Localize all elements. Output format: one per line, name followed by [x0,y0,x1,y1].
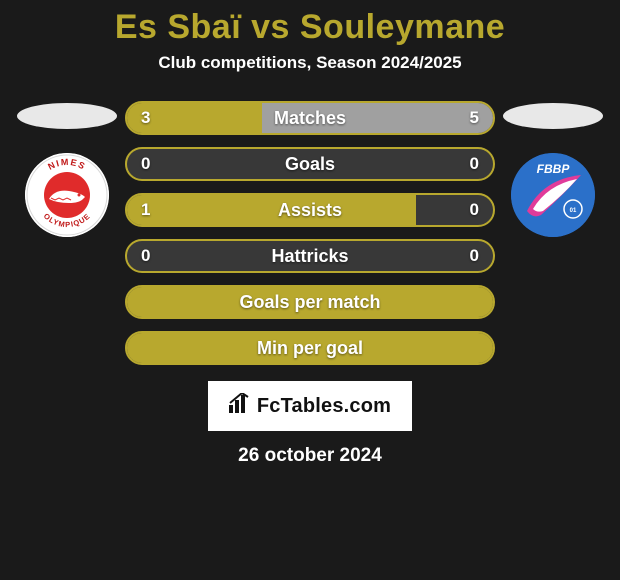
club-badge-right: FBBP 01 [511,153,595,237]
stat-label: Hattricks [127,241,493,271]
player-right-column: FBBP 01 [503,101,603,237]
page-subtitle: Club competitions, Season 2024/2025 [158,53,461,73]
page-title: Es Sbaï vs Souleymane [115,8,505,47]
stat-value-right: 0 [470,241,479,271]
bar-fill-left [127,103,266,133]
watermark: FcTables.com [208,381,412,431]
bar-fill-right [262,103,493,133]
club-badge-left: NIMES OLYMPIQUE [25,153,109,237]
stat-row: Min per goal [125,331,495,365]
avatar-left [17,103,117,129]
avatar-right [503,103,603,129]
stat-row: Goals per match [125,285,495,319]
fbbp-badge-icon: FBBP 01 [511,153,595,237]
stat-value-left: 0 [141,149,150,179]
nimes-badge-icon: NIMES OLYMPIQUE [25,153,109,237]
watermark-text: FcTables.com [257,395,391,418]
stat-row: Goals0 0 [125,147,495,181]
bar-fill-left [127,333,495,363]
infographic-container: Es Sbaï vs Souleymane Club competitions,… [0,0,620,580]
bar-fill-left [127,287,495,317]
stat-value-left: 0 [141,241,150,271]
stats-bars: Matches35Goals00Assists10Hattricks00Goal… [125,101,495,365]
player-left-column: NIMES OLYMPIQUE [17,101,117,237]
svg-text:FBBP: FBBP [537,162,571,176]
stat-value-right: 0 [470,149,479,179]
stat-row: Hattricks0 0 [125,239,495,273]
footer-date: 26 october 2024 [238,445,382,467]
chart-icon [229,393,251,419]
stat-value-right: 0 [470,195,479,225]
bar-fill-left [127,195,416,225]
stat-row: Matches35 [125,101,495,135]
main: NIMES OLYMPIQUE Matches35Goals00Assists1… [0,101,620,365]
stat-label: Goals [127,149,493,179]
stat-row: Assists10 [125,193,495,227]
svg-text:01: 01 [570,208,577,214]
